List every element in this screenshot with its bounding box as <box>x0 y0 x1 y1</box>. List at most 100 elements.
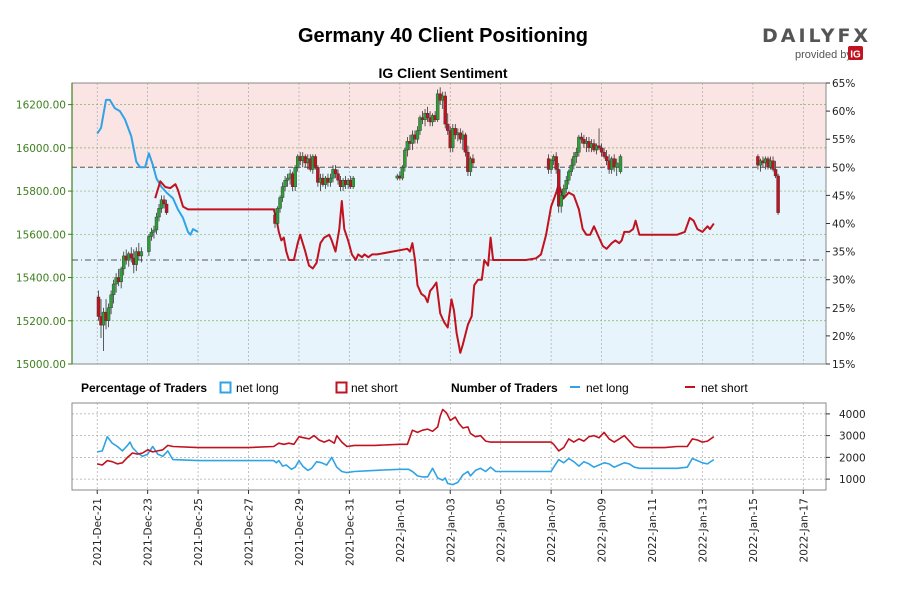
candle-body <box>96 296 101 317</box>
date-tick-label: 2021-Dec-27 <box>244 498 256 566</box>
bull-candle <box>451 124 455 153</box>
legend-num-short-label: net short <box>701 381 748 395</box>
bull-candle <box>139 247 144 263</box>
date-tick-label: 2022-Jan-09 <box>597 498 609 562</box>
bull-candle <box>280 182 285 202</box>
candle-body <box>425 113 430 118</box>
bull-candle <box>134 247 139 272</box>
bear-candle <box>604 150 609 166</box>
price-tick-label: 16000.00 <box>16 143 66 155</box>
candle-body <box>275 208 280 224</box>
bear-candle <box>333 165 338 179</box>
candle-body <box>333 169 338 174</box>
candle-body <box>572 156 576 166</box>
traders-tick-label: 4000 <box>839 409 866 421</box>
date-tick-label: 2022-Jan-17 <box>798 498 810 562</box>
percent-tick-label: 65% <box>832 78 855 90</box>
price-tick-label: 15800.00 <box>16 186 66 198</box>
bull-candle <box>400 165 405 181</box>
date-tick-label: 2022-Jan-07 <box>546 498 558 562</box>
percent-tick-label: 45% <box>832 190 855 202</box>
ig-badge-text: IG <box>850 50 861 61</box>
candle-body <box>559 195 563 207</box>
candle-body <box>604 156 609 162</box>
percent-tick-label: 20% <box>832 331 855 343</box>
price-tick-label: 15400.00 <box>16 273 66 285</box>
price-axis: 15000.00 15200.00 15400.00 15600.00 15800.00… <box>16 83 73 371</box>
percent-tick-label: 35% <box>832 247 855 259</box>
bear-candle <box>453 124 458 140</box>
candle-body <box>577 136 581 153</box>
candle-body <box>599 147 604 153</box>
net-long-traders-line <box>97 435 715 486</box>
date-axis: 2021-Dec-21 2021-Dec-23 2021-Dec-25 2021-De… <box>92 490 810 566</box>
date-tick-label: 2021-Dec-31 <box>344 498 356 566</box>
candle-body <box>451 128 455 149</box>
date-tick-label: 2021-Dec-29 <box>294 498 306 566</box>
candle-body <box>295 156 300 168</box>
date-tick-label: 2022-Jan-11 <box>647 498 659 562</box>
net-short-traders-line <box>97 408 715 466</box>
chart-title: Germany 40 Client Positioning <box>298 25 588 47</box>
candle-body <box>403 149 407 168</box>
bear-candle <box>554 152 558 174</box>
bear-candle <box>771 156 775 172</box>
price-tick-label: 16200.00 <box>16 100 66 112</box>
candle-body <box>162 199 166 205</box>
bear-candle <box>164 199 169 215</box>
candle-body <box>468 158 473 172</box>
bear-candle <box>471 154 475 168</box>
bull-candle <box>293 165 297 192</box>
bull-candle <box>574 147 579 163</box>
bear-candle <box>463 132 468 157</box>
bull-candle <box>415 126 420 144</box>
candle-body <box>773 169 778 177</box>
date-tick-label: 2022-Jan-01 <box>395 498 407 562</box>
bull-candle <box>106 303 111 328</box>
bull-candle <box>614 158 619 176</box>
legend-pct-short-label: net short <box>351 381 398 395</box>
candle-body <box>139 251 144 257</box>
main-chart-title: IG Client Sentiment <box>378 65 507 81</box>
bull-candle <box>405 137 410 157</box>
candle-body <box>129 253 133 259</box>
percent-tick-label: 30% <box>832 275 855 287</box>
candle-body <box>293 167 297 187</box>
candle-body <box>405 141 410 151</box>
candle-body <box>597 145 601 149</box>
candle-body <box>278 197 282 209</box>
candle-body <box>567 171 571 181</box>
candle-body <box>569 164 574 172</box>
bear-candle <box>336 169 340 185</box>
candle-body <box>554 156 558 170</box>
ig-badge-icon <box>848 46 863 60</box>
legend-pct-title: Percentage of Traders <box>81 381 207 395</box>
candle-body <box>109 294 113 309</box>
bear-candle <box>773 160 778 179</box>
candle-body <box>446 123 450 131</box>
candle-body <box>463 134 468 153</box>
bull-candle <box>278 195 282 213</box>
bear-candle <box>425 106 430 122</box>
candle-body <box>283 180 287 187</box>
bull-candle <box>121 251 126 276</box>
candle-body <box>336 173 340 181</box>
bull-candle <box>577 134 581 157</box>
bull-candle <box>109 290 113 315</box>
bear-candle <box>776 173 780 215</box>
candle-body <box>351 177 355 187</box>
candle-body <box>435 93 440 120</box>
bear-candle <box>597 128 601 151</box>
bull-candle <box>418 115 422 135</box>
traders-plot-frame <box>71 402 827 491</box>
bull-candle <box>152 225 156 239</box>
bull-candle <box>111 279 116 304</box>
bull-candle <box>154 212 159 235</box>
date-tick-label: 2021-Dec-23 <box>143 498 155 566</box>
legend-num-long-label: net long <box>586 381 629 395</box>
traders-gridlines <box>72 403 826 490</box>
traders-lines <box>97 408 715 486</box>
sentiment-plot: 15000.00 15200.00 15400.00 15600.00 15800.00… <box>16 78 855 371</box>
bull-candle <box>149 227 154 241</box>
